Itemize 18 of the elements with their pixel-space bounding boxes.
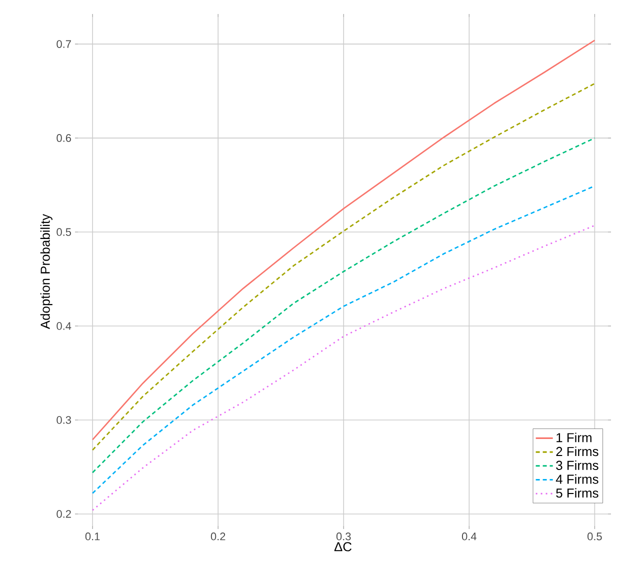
legend-label: 4 Firms bbox=[556, 474, 598, 484]
x-tick-label: 0.3 bbox=[336, 532, 351, 540]
x-tick-label: 0.2 bbox=[210, 532, 226, 540]
y-tick-label: 0.7 bbox=[56, 40, 71, 48]
legend-label: 3 Firms bbox=[556, 460, 598, 470]
x-axis-title: ΔC bbox=[334, 542, 352, 552]
legend-label: 1 Firm bbox=[556, 432, 592, 442]
x-tick-label: 0.4 bbox=[462, 532, 476, 540]
y-axis-title: Adoption Probability bbox=[40, 214, 52, 330]
y-tick-label: 0.4 bbox=[56, 322, 72, 330]
legend-label: 2 Firms bbox=[556, 446, 598, 456]
x-tick-label: 0.5 bbox=[587, 532, 602, 540]
legend-label: 5 Firms bbox=[556, 488, 598, 498]
x-tick-label: 0.1 bbox=[85, 532, 100, 540]
y-tick-label: 0.3 bbox=[56, 416, 71, 424]
y-tick-label: 0.2 bbox=[56, 510, 71, 518]
y-tick-label: 0.6 bbox=[56, 134, 71, 142]
y-tick-label: 0.5 bbox=[56, 228, 72, 236]
